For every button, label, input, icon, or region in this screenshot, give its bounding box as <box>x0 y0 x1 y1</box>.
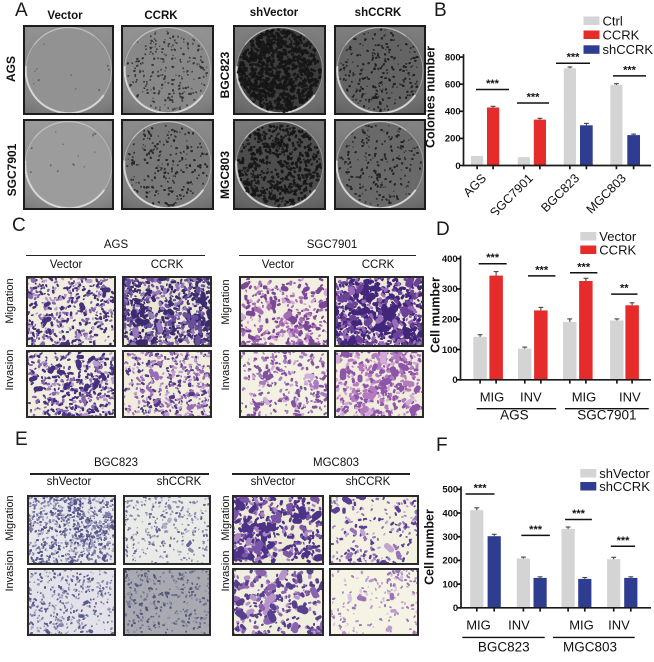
svg-text:MGC803: MGC803 <box>584 171 629 215</box>
svg-text:shCCRK: shCCRK <box>599 479 650 494</box>
svg-text:INV: INV <box>520 389 542 404</box>
svg-text:AGS: AGS <box>500 408 529 423</box>
svg-text:***: *** <box>623 64 637 76</box>
svg-text:600: 600 <box>445 80 461 91</box>
svg-text:shCCRK: shCCRK <box>603 42 654 57</box>
svg-text:AGS: AGS <box>461 171 490 200</box>
svg-text:MIG: MIG <box>569 617 594 632</box>
svg-text:Cell mumber: Cell mumber <box>423 509 437 585</box>
svg-text:CCRK: CCRK <box>599 242 636 257</box>
svg-text:Cell mumber: Cell mumber <box>429 277 443 353</box>
svg-text:300: 300 <box>442 532 458 543</box>
svg-text:***: *** <box>617 535 631 547</box>
svg-text:***: *** <box>486 78 500 90</box>
svg-text:Colonies number: Colonies number <box>424 46 438 148</box>
svg-text:SGC7901: SGC7901 <box>487 171 536 215</box>
svg-text:300: 300 <box>442 284 458 295</box>
svg-text:***: *** <box>567 52 581 64</box>
svg-text:200: 200 <box>442 556 458 567</box>
svg-text:400: 400 <box>445 107 461 118</box>
svg-text:MIG: MIG <box>572 389 597 404</box>
svg-text:100: 100 <box>442 579 458 590</box>
svg-text:MIG: MIG <box>466 617 491 632</box>
svg-text:CCRK: CCRK <box>603 27 640 42</box>
svg-text:INV: INV <box>508 617 530 632</box>
svg-text:***: *** <box>527 92 541 104</box>
svg-text:200: 200 <box>442 315 458 326</box>
svg-text:800: 800 <box>445 52 461 63</box>
svg-text:0: 0 <box>455 161 460 172</box>
svg-text:200: 200 <box>445 134 461 145</box>
svg-text:0: 0 <box>453 603 458 614</box>
svg-text:Ctrl: Ctrl <box>603 13 623 28</box>
svg-text:0: 0 <box>452 375 457 386</box>
svg-text:Vector: Vector <box>599 229 637 244</box>
svg-text:BGC823: BGC823 <box>538 171 582 215</box>
svg-text:400: 400 <box>442 508 458 519</box>
svg-text:***: *** <box>572 508 586 520</box>
svg-text:SGC7901: SGC7901 <box>577 408 636 423</box>
svg-text:***: *** <box>486 252 500 264</box>
svg-text:INV: INV <box>619 389 641 404</box>
svg-text:INV: INV <box>608 617 630 632</box>
svg-text:***: *** <box>529 524 543 536</box>
svg-text:MGC803: MGC803 <box>563 639 617 654</box>
svg-text:**: ** <box>620 283 629 295</box>
svg-text:***: *** <box>535 264 549 276</box>
svg-text:100: 100 <box>442 345 458 356</box>
svg-text:***: *** <box>474 483 488 495</box>
svg-text:BGC823: BGC823 <box>478 639 530 654</box>
svg-text:***: *** <box>577 261 591 273</box>
svg-text:500: 500 <box>442 485 458 496</box>
svg-text:400: 400 <box>442 254 458 265</box>
svg-text:shVector: shVector <box>599 466 650 481</box>
svg-text:MIG: MIG <box>480 389 505 404</box>
